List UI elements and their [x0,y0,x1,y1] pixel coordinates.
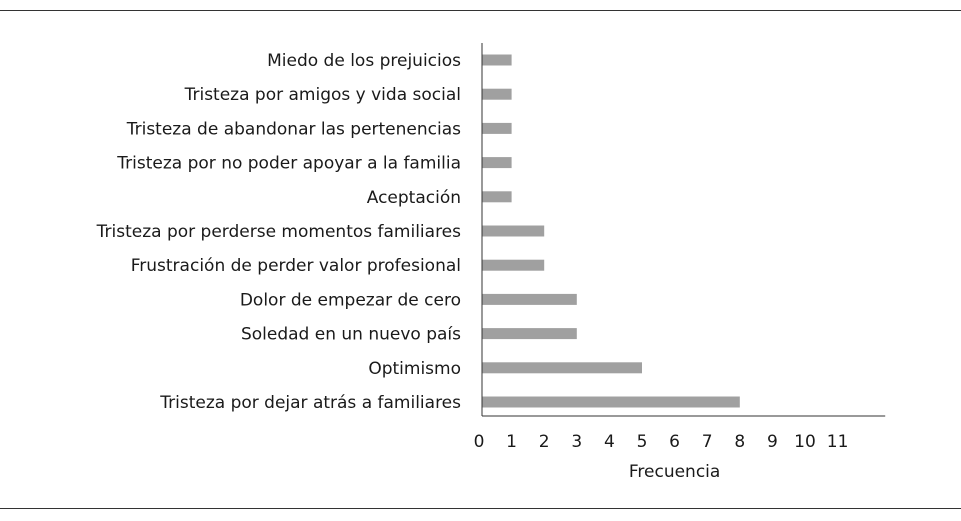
bar [482,191,512,203]
x-tick-label: 8 [734,432,745,452]
bar [482,122,512,134]
category-label: Tristeza por amigos y vida social [184,85,461,105]
category-label: Tristeza por perderse momentos familiare… [96,222,462,242]
category-label: Optimismo [368,359,461,379]
bar [482,54,512,66]
x-tick-label: 11 [827,432,849,452]
x-tick-label: 1 [506,432,517,452]
bar [482,362,642,374]
bar [482,328,577,340]
x-tick-label: 2 [539,432,550,452]
bar [482,396,740,408]
x-tick-labels: 0 1 2 3 4 5 6 7 8 9 10 11 [474,432,849,452]
bar [482,88,512,100]
x-tick-label: 5 [637,432,648,452]
x-axis-title: Frecuencia [629,462,720,482]
category-label: Miedo de los prejuicios [267,51,461,71]
bar [482,225,545,237]
bar [482,259,545,271]
x-tick-label: 3 [571,432,582,452]
category-label: Tristeza por no poder apoyar a la famili… [116,154,461,174]
bar [482,157,512,169]
bars-group [482,54,740,408]
x-tick-label: 0 [474,432,485,452]
x-tick-label: 4 [604,432,615,452]
x-tick-label: 9 [767,432,778,452]
category-label: Soledad en un nuevo país [241,325,461,345]
x-tick-label: 6 [669,432,680,452]
bottom-rule [0,508,961,509]
bar [482,293,577,305]
category-label: Aceptación [367,188,461,208]
x-tick-label: 7 [702,432,713,452]
category-label: Frustración de perder valor profesional [131,256,461,276]
x-tick-label: 10 [794,432,816,452]
category-label: Tristeza por dejar atrás a familiares [159,393,461,413]
top-rule [0,10,961,11]
category-label: Dolor de empezar de cero [240,290,461,310]
category-label: Tristeza de abandonar las pertenencias [126,119,461,139]
category-labels: Miedo de los prejuicios Tristeza por amig… [96,51,462,413]
